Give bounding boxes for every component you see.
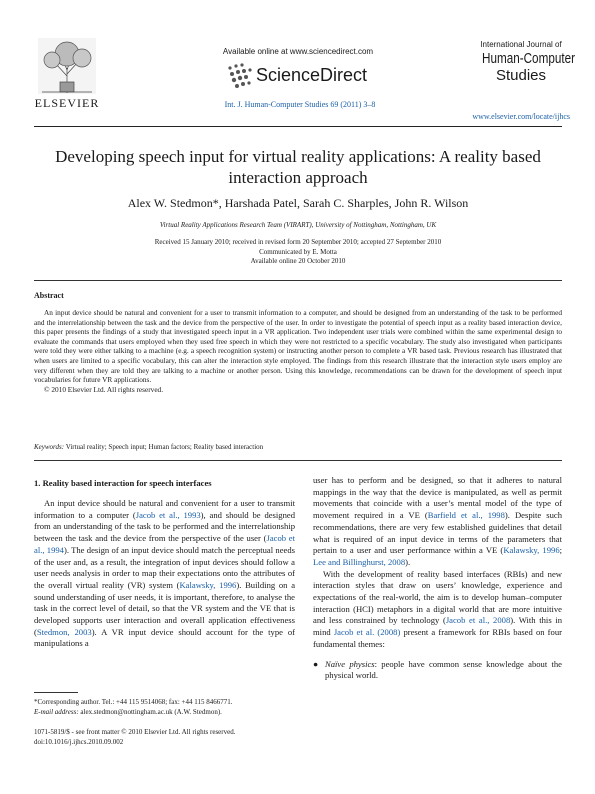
keywords-text: Virtual reality; Speech input; Human fac… xyxy=(64,443,264,451)
available-online-date: Available online 20 October 2010 xyxy=(250,257,346,265)
elsevier-logo: ELSEVIER xyxy=(34,38,100,110)
email-address[interactable]: alex.stedmon@nottingham.ac.uk (A.W. Sted… xyxy=(78,707,222,716)
text-run: present a framework for RBIs based on fo… xyxy=(313,627,562,649)
publisher-name: ELSEVIER xyxy=(34,96,100,110)
journal-brand-big-1: Human-Computer xyxy=(482,50,575,67)
corresponding-author: *Corresponding author. Tel.: +44 115 951… xyxy=(34,698,233,706)
abstract-body: An input device should be natural and co… xyxy=(34,308,562,394)
header-divider xyxy=(34,126,562,127)
text-run: ). Despite such recommendations, there a… xyxy=(313,510,562,556)
citation-link[interactable]: Stedmon, 2003 xyxy=(36,626,92,637)
text-run: ). xyxy=(405,556,411,567)
bullet-text: : people have common sense knowledge abo… xyxy=(325,658,563,681)
right-paragraph-1: user has to perform and be designed, so … xyxy=(313,475,562,569)
citation-link[interactable]: Jacob et al., 1993 xyxy=(135,509,201,520)
copyright-footer: 1071-5819/$ - see front matter © 2010 El… xyxy=(34,728,295,747)
communicated-by: Communicated by E. Motta xyxy=(259,247,337,256)
abstract-heading: Abstract xyxy=(34,291,64,300)
citation-link[interactable]: Jacob et al., 2008 xyxy=(445,615,511,626)
bullet-icon: ● xyxy=(313,658,319,669)
citation-link[interactable]: Jacob et al., 1994 xyxy=(34,533,295,555)
received-dates: Received 15 January 2010; received in re… xyxy=(154,238,442,246)
doi-line: doi:10.1016/j.ijhcs.2010.09.002 xyxy=(34,737,124,746)
text-run: ; xyxy=(559,545,563,556)
text-run: ). With this in mind xyxy=(313,615,563,638)
section-heading: 1. Reality based interaction for speech … xyxy=(34,478,212,488)
sciencedirect-logo: ScienceDirect xyxy=(226,62,386,90)
text-run: With the development of reality based in… xyxy=(313,568,562,626)
text-run: user has to perform and be designed, so … xyxy=(313,475,562,521)
issn-line: 1071-5819/$ - see front matter © 2010 El… xyxy=(34,728,236,736)
themes-list: ● Naïve physics: people have common sense… xyxy=(313,659,562,682)
citation-link[interactable]: Lee and Billinghurst, 2008 xyxy=(313,556,406,567)
journal-citation[interactable]: Int. J. Human-Computer Studies 69 (2011)… xyxy=(224,100,376,109)
author-list: Alex W. Stedmon*, Harshada Patel, Sarah … xyxy=(127,196,469,210)
journal-brand-big-2: Studies xyxy=(495,67,547,84)
abstract-text: An input device should be natural and co… xyxy=(34,308,562,385)
text-run: ). The design of an input device should … xyxy=(34,544,295,590)
affiliation: Virtual Reality Applications Research Te… xyxy=(159,221,437,229)
list-item: ● Naïve physics: people have common sense… xyxy=(313,659,562,682)
sciencedirect-dots-icon xyxy=(228,63,252,88)
sciencedirect-wordmark: ScienceDirect xyxy=(256,65,368,85)
text-run: ). Building on a sound understanding of … xyxy=(34,579,296,637)
citation-link[interactable]: Barfield et al., 1998 xyxy=(427,510,505,521)
left-paragraph: An input device should be natural and co… xyxy=(34,498,295,650)
left-column: An input device should be natural and co… xyxy=(34,498,295,650)
footnote: *Corresponding author. Tel.: +44 115 951… xyxy=(34,698,295,717)
elsevier-tree-icon xyxy=(38,38,96,94)
text-run: An input device should be natural and co… xyxy=(34,498,295,520)
citation-link[interactable]: Jacob et al. (2008) xyxy=(333,627,401,638)
citation-link[interactable]: Kalawsky, 1996 xyxy=(503,545,560,556)
right-column: user has to perform and be designed, so … xyxy=(313,475,562,682)
bullet-term: Naïve physics xyxy=(325,658,375,669)
right-paragraph-2: With the development of reality based in… xyxy=(313,569,562,651)
text-run: ), and should be designed from an unders… xyxy=(34,509,295,544)
journal-url-link[interactable]: www.elsevier.com/locate/ijhcs xyxy=(472,112,570,121)
keywords-label: Keywords: xyxy=(34,443,65,451)
email-line: E-mail address: alex.stedmon@nottingham.… xyxy=(34,708,295,718)
journal-brand: International Journal of Human-Computer … xyxy=(471,40,575,104)
footnote-divider xyxy=(34,692,78,693)
abstract-divider xyxy=(34,460,562,461)
title-divider xyxy=(34,280,562,281)
abstract-copyright: © 2010 Elsevier Ltd. All rights reserved… xyxy=(44,384,164,394)
keywords: Keywords: Virtual reality; Speech input;… xyxy=(34,443,562,451)
citation-link[interactable]: Kalawsky, 1996 xyxy=(179,579,237,590)
email-label: E-mail address: xyxy=(34,707,79,716)
article-dates: Received 15 January 2010; received in re… xyxy=(34,238,562,267)
available-online-text: Available online at www.sciencedirect.co… xyxy=(222,47,374,56)
paper-title: Developing speech input for virtual real… xyxy=(55,147,541,187)
text-run: ). A VR input device should account for … xyxy=(34,626,295,649)
journal-brand-small: International Journal of xyxy=(480,40,562,49)
